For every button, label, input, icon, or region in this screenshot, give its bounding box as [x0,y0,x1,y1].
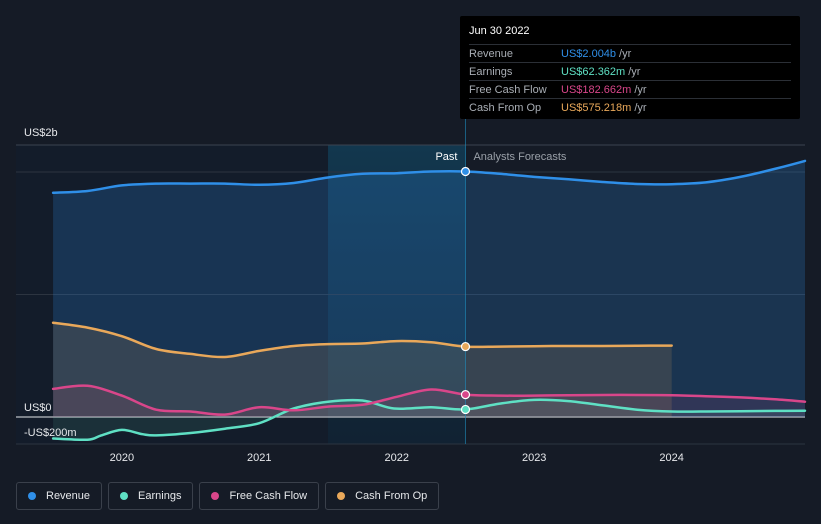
tooltip-row-value: US$182.662m [561,83,632,96]
tooltip-row: Free Cash Flow US$182.662m/yr [469,80,791,98]
tooltip-row-value: US$575.218m [561,101,632,114]
legend-label: Free Cash Flow [229,490,308,502]
cash-from-op-line [51,321,673,359]
tooltip-date: Jun 30 2022 [469,25,530,37]
revenue-line [51,159,807,195]
legend-dot-icon [337,492,346,500]
x-tick-label: 2021 [247,452,271,464]
x-tick-label: 2023 [522,452,546,464]
cash-from-op-marker [460,341,471,352]
legend-dot-icon [28,492,36,500]
cash-from-op-area [53,322,672,417]
x-tick-label: 2020 [110,452,134,464]
tooltip-row-name: Revenue [469,47,514,60]
y-axis-label: -US$200m [24,427,77,439]
free-cash-flow-line [51,384,807,416]
tooltip-row-unit: /yr [628,65,641,78]
tooltip-row-value: US$2.004b [561,47,617,60]
legend-item-earnings[interactable]: Earnings [108,482,194,510]
tooltip-row: Earnings US$62.362m/yr [469,62,791,80]
y-axis-label: US$2b [24,127,58,139]
revenue-marker [460,166,471,177]
forecast-label: Analysts Forecasts [473,151,566,163]
legend-label: Revenue [46,490,91,502]
y-axis-label: US$0 [24,402,52,414]
free-cash-flow-marker [460,390,471,400]
tooltip-row-name: Cash From Op [469,101,542,114]
legend-label: Cash From Op [355,490,428,502]
legend-dot-icon [120,492,129,500]
legend-dot-icon [211,492,220,500]
tooltip-row-unit: /yr [634,101,647,114]
free-cash-flow-area [53,385,806,417]
past-label: Past [435,151,457,163]
tooltip-row-name: Earnings [469,65,513,78]
earnings-marker [460,404,471,415]
revenue-area [53,160,806,417]
tooltip-row: Revenue US$2.004b/yr [469,44,791,62]
earnings-line [51,398,807,442]
chart-legend: Revenue Earnings Free Cash Flow Cash From O… [16,482,440,510]
tooltip-row-unit: /yr [634,83,647,96]
tooltip-row-name: Free Cash Flow [469,83,547,96]
x-tick-label: 2022 [385,452,409,464]
legend-label: Earnings [138,490,182,502]
legend-item-revenue[interactable]: Revenue [16,482,103,510]
legend-item-free-cash-flow[interactable]: Free Cash Flow [199,482,320,510]
legend-item-cash-from-op[interactable]: Cash From Op [325,482,440,510]
chart-tooltip: Jun 30 2022 Revenue US$2.004b/yr Earnings U… [460,16,800,119]
tooltip-row-value: US$62.362m [561,65,626,78]
earnings-area [53,399,806,440]
tooltip-row: Cash From Op US$575.218m/yr [469,98,791,116]
x-tick-label: 2024 [659,452,683,464]
tooltip-row-unit: /yr [619,47,632,60]
